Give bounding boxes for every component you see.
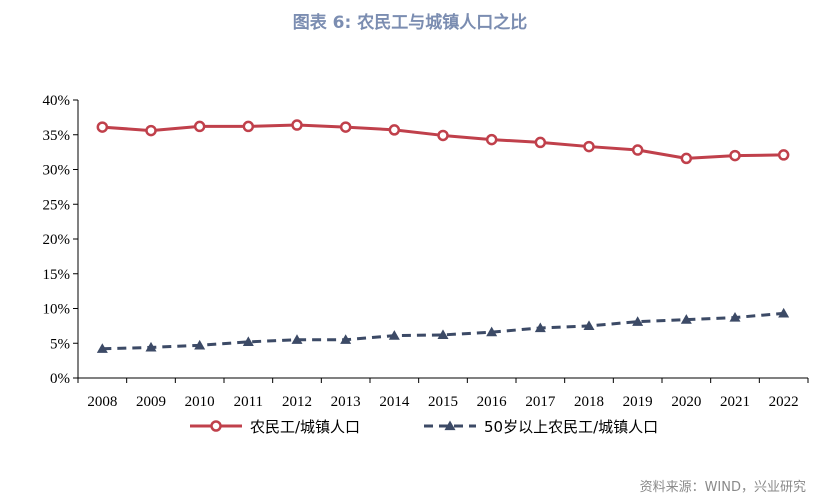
- series-1-point: [242, 120, 255, 133]
- chart-title: 图表 6: 农民工与城镇人口之比: [292, 13, 528, 33]
- legend-item-1: 农民工/城镇人口: [190, 418, 360, 436]
- series-1-point: [388, 124, 401, 136]
- y-tick-label: 0%: [50, 371, 70, 387]
- series-1-point: [339, 121, 352, 133]
- y-tick-label: 35%: [43, 128, 71, 144]
- y-tick-label: 25%: [43, 197, 71, 213]
- series-2-point: [486, 326, 498, 337]
- series-1-point: [193, 120, 206, 133]
- series-2-point: [680, 314, 692, 324]
- series-2-point: [632, 316, 644, 326]
- series-2-point: [242, 336, 254, 346]
- series-1-point: [145, 124, 157, 137]
- y-tick-label: 10%: [43, 302, 71, 318]
- x-tick-label: 2012: [282, 394, 312, 410]
- series-1-point: [485, 133, 498, 146]
- y-axis-ticks: 40% 35% 30% 25% 20% 15% 10% 5% 0%: [43, 93, 78, 387]
- x-tick-label: 2022: [769, 394, 799, 410]
- x-tick-label: 2011: [234, 394, 263, 410]
- series-2-point: [340, 334, 352, 344]
- series-1-point: [291, 119, 303, 131]
- x-tick-label: 2008: [87, 394, 117, 410]
- y-tick-label: 20%: [43, 232, 71, 248]
- legend-label: 农民工/城镇人口: [250, 418, 360, 436]
- y-tick-label: 15%: [43, 267, 71, 283]
- series-1-point: [729, 149, 741, 162]
- x-tick-label: 2009: [136, 394, 166, 410]
- x-tick-label: 2021: [720, 394, 750, 410]
- legend-swatch-marker: [444, 420, 456, 431]
- legend-swatch-marker: [210, 420, 222, 432]
- series-1-point: [534, 136, 547, 149]
- series-2-point: [729, 312, 741, 322]
- series-1-point: [437, 129, 449, 142]
- series-2-point: [194, 339, 206, 350]
- series-1-point: [583, 140, 595, 153]
- y-tick-label: 5%: [50, 336, 70, 352]
- series-2-point: [145, 341, 157, 352]
- series-2-point: [437, 329, 449, 340]
- x-tick-label: 2017: [525, 394, 556, 410]
- legend-label: 50岁以上农民工/城镇人口: [484, 418, 658, 436]
- series-1-point: [631, 144, 644, 156]
- x-axis-ticks: 2008 2009 2010 2011 2012 2013 2014 2015 2016 2017…: [77, 378, 809, 410]
- y-tick-label: 40%: [43, 93, 71, 109]
- series-1-point: [680, 152, 693, 165]
- chart-legend: 农民工/城镇人口 50岁以上农民工/城镇人口: [190, 418, 658, 436]
- x-tick-label: 2018: [574, 394, 604, 410]
- series-2-point: [388, 330, 400, 340]
- x-tick-label: 2016: [477, 394, 508, 410]
- x-tick-label: 2019: [623, 394, 653, 410]
- x-tick-label: 2015: [428, 394, 458, 410]
- series-1: [96, 119, 790, 165]
- series-2-point: [778, 307, 790, 318]
- series-2-point: [291, 334, 303, 344]
- series-2-point: [583, 320, 595, 330]
- series-2: [96, 307, 790, 353]
- series-2-point: [534, 322, 546, 333]
- chart-series: [96, 119, 790, 353]
- x-tick-label: 2013: [331, 394, 361, 410]
- line-chart: 40%35%30%25%20%15%10%5%0% 2008 2009 2010 20…: [43, 93, 809, 436]
- x-tick-label: 2020: [671, 394, 701, 410]
- series-1-point: [777, 149, 790, 161]
- y-tick-label: 30%: [43, 163, 71, 179]
- x-tick-label: 2014: [379, 394, 410, 410]
- legend-item-2: 50岁以上农民工/城镇人口: [424, 418, 658, 436]
- series-1-point: [96, 121, 109, 133]
- series-2-point: [96, 343, 108, 353]
- source-note: 资料来源：WIND，兴业研究: [639, 480, 806, 495]
- series-2-line: [102, 311, 784, 351]
- x-tick-label: 2010: [185, 394, 215, 410]
